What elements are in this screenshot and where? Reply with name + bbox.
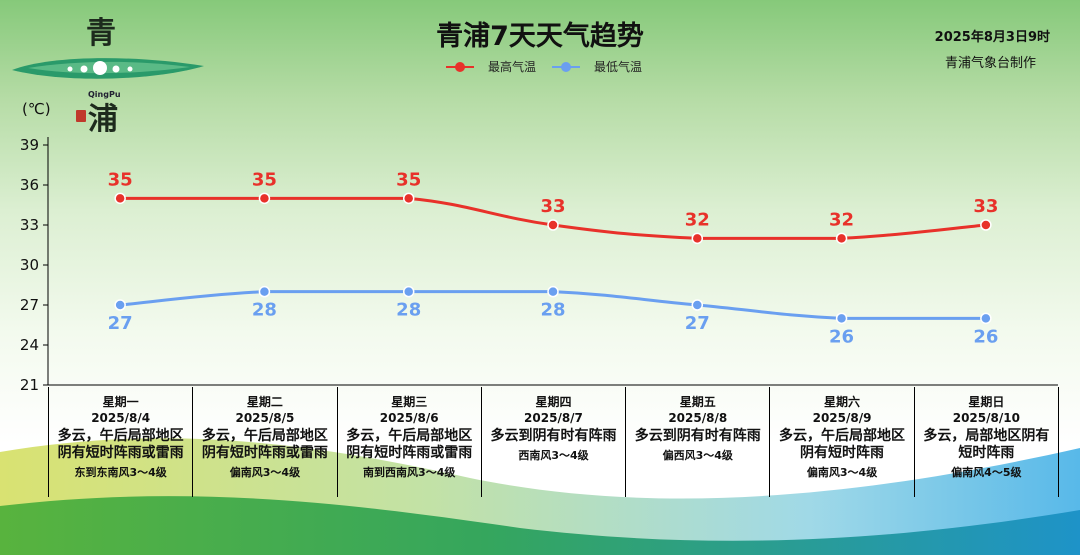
low-temp-point (114, 299, 126, 311)
y-tick-label: 24 (20, 336, 39, 354)
high-temp-point (980, 219, 992, 231)
high-temp-label: 35 (108, 169, 133, 190)
day-column: 星期二 2025/8/5 多云，午后局部地区阴有短时阵雨或雷雨偏南风3～4级 (193, 387, 338, 497)
low-temp-label: 28 (396, 300, 421, 321)
day-column: 星期六 2025/8/9 多云，午后局部地区阴有短时阵雨偏南风3～4级 (770, 387, 915, 497)
logo-seal-icon (76, 110, 86, 122)
issue-date: 2025年8月3日9时 (934, 30, 1050, 45)
y-tick-label: 36 (20, 176, 39, 194)
y-tick-label: 21 (20, 376, 39, 394)
day-weather: 多云到阴有时有阵雨 (490, 428, 617, 444)
day-weekday: 星期三 (391, 395, 428, 409)
day-wind: 南到西南风3～4级 (363, 466, 456, 479)
day-column: 星期四 2025/8/7 多云到阴有时有阵雨 西南风3～4级 (482, 387, 627, 497)
day-date: 2025/8/7 (524, 411, 583, 425)
low-temp-label: 26 (829, 326, 854, 347)
day-date: 2025/8/8 (668, 411, 728, 425)
low-temp-point (402, 285, 415, 298)
day-weather: 多云，午后局部地区阴有短时阵雨或雷雨 (57, 428, 184, 461)
low-temp-point (547, 285, 559, 298)
issuer: 青浦气象台制作 (944, 56, 1036, 71)
low-temp-label: 27 (685, 313, 710, 334)
chart-title: 青浦7天天气趋势 (436, 21, 644, 52)
logo-pinyin: QingPu (88, 90, 121, 99)
day-date: 2025/8/10 (952, 411, 1020, 425)
day-date: 2025/8/4 (91, 411, 151, 425)
y-tick-label: 33 (20, 216, 39, 234)
y-axis-unit: (℃) (22, 100, 51, 118)
legend-item-high[interactable]: 最高气温 (446, 58, 536, 75)
low-temp-point (835, 312, 848, 325)
day-column: 星期日 2025/8/10 多云，局部地区阴有短时阵雨偏南风4～5级 (915, 387, 1059, 497)
chart-legend: 最高气温 最低气温 (446, 58, 658, 75)
day-date: 2025/8/6 (379, 411, 439, 425)
legend-high-label: 最高气温 (488, 60, 537, 74)
day-wind: 偏南风4～5级 (951, 466, 1022, 479)
high-temp-point (691, 232, 704, 245)
logo-brush-stroke-icon (12, 58, 204, 79)
high-temp-label: 33 (973, 196, 998, 217)
high-temp-point (547, 219, 559, 231)
day-column: 星期一 2025/8/4 多云，午后局部地区阴有短时阵雨或雷雨东到东南风3～4级 (49, 387, 194, 497)
legend-high-swatch-icon (446, 61, 474, 72)
low-temp-point (691, 299, 704, 311)
day-weekday: 星期四 (535, 395, 572, 409)
day-weather: 多云，午后局部地区阴有短时阵雨 (779, 428, 906, 461)
high-temp-label: 32 (685, 209, 710, 230)
day-wind: 偏南风3～4级 (806, 466, 878, 479)
day-wind: 偏西风3～4级 (662, 449, 733, 462)
day-column: 星期三 2025/8/6 多云，午后局部地区阴有短时阵雨或雷雨南到西南风3～4级 (338, 387, 482, 497)
legend-low-swatch-icon (552, 61, 581, 72)
logo-char-bottom: 浦 (88, 102, 118, 137)
day-weekday: 星期日 (968, 395, 1005, 409)
day-weekday: 星期六 (824, 395, 861, 409)
high-temp-point (114, 192, 126, 205)
high-temp-point (835, 232, 848, 245)
high-temp-point (258, 192, 271, 205)
high-temp-label: 35 (252, 169, 277, 190)
day-wind: 偏南风3～4级 (229, 466, 301, 479)
day-wind: 东到东南风3～4级 (74, 466, 167, 479)
day-weekday: 星期二 (246, 395, 283, 409)
low-temp-label: 28 (252, 300, 277, 321)
low-temp-label: 28 (540, 300, 565, 321)
day-weekday: 星期一 (102, 395, 139, 409)
low-temp-point (980, 312, 992, 325)
day-weather: 多云，午后局部地区阴有短时阵雨或雷雨 (201, 428, 328, 461)
day-weather: 多云，午后局部地区阴有短时阵雨或雷雨 (346, 428, 473, 461)
y-tick-label: 39 (20, 136, 39, 154)
day-weather: 多云到阴有时有阵雨 (634, 428, 761, 444)
y-tick-label: 27 (20, 296, 39, 314)
day-weather: 多云，局部地区阴有短时阵雨 (923, 428, 1050, 461)
day-date: 2025/8/5 (235, 411, 295, 425)
high-temp-label: 32 (829, 209, 854, 230)
low-temp-label: 26 (973, 326, 998, 347)
daily-forecast-table: 星期一 2025/8/4 多云，午后局部地区阴有短时阵雨或雷雨 东到东南风3～4级 星期… (48, 387, 1059, 497)
high-temp-label: 35 (396, 169, 421, 190)
high-temp-point (402, 192, 415, 205)
day-weekday: 星期五 (679, 395, 716, 409)
logo-char-top: 青 (86, 16, 116, 51)
y-tick-label: 30 (20, 256, 39, 274)
day-column: 星期五 2025/8/8 多云到阴有时有阵雨 偏西风3～4级 (626, 387, 771, 497)
qingpu-logo: 青 QingPu 浦 (8, 6, 208, 137)
legend-low-label: 最低气温 (594, 60, 643, 74)
day-wind: 西南风3～4级 (518, 449, 589, 462)
low-temp-label: 27 (108, 313, 133, 334)
high-temp-label: 33 (540, 196, 565, 217)
day-date: 2025/8/9 (812, 411, 872, 425)
legend-item-low[interactable]: 最低气温 (552, 58, 642, 75)
low-temp-point (258, 285, 271, 298)
